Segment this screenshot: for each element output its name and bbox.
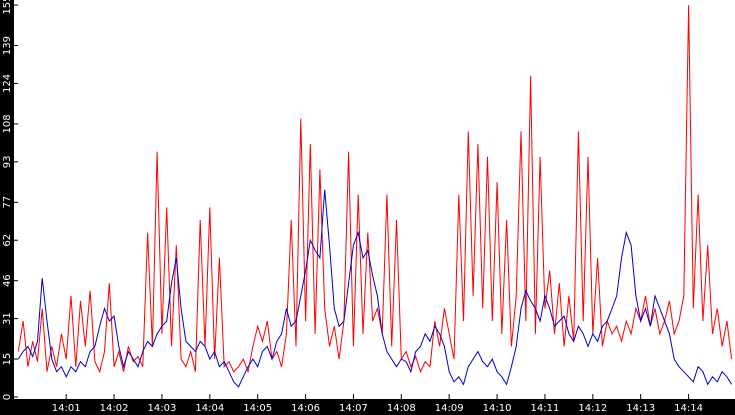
y-tick-label: 62: [2, 234, 13, 247]
y-tick-label: 77: [2, 196, 13, 209]
plot-area: [14, 0, 735, 399]
y-tick-label: 124: [2, 74, 13, 93]
x-tick-label: 14:13: [626, 403, 655, 414]
x-tick-label: 14:08: [387, 403, 416, 414]
x-tick-label: 14:01: [52, 403, 81, 414]
x-tick-label: 14:10: [483, 403, 512, 414]
x-tick-label: 14:05: [243, 403, 272, 414]
y-tick-label: 46: [2, 274, 13, 287]
x-tick-label: 14:11: [531, 403, 560, 414]
y-tick-label: 108: [2, 114, 13, 133]
x-tick-label: 14:12: [578, 403, 607, 414]
y-tick-label: 0: [2, 394, 13, 400]
series-line: [17, 189, 733, 388]
x-tick-label: 14:06: [291, 403, 320, 414]
x-tick-label: 14:04: [195, 403, 224, 414]
x-tick-label: 14:14: [674, 403, 703, 414]
y-tick-label: 155: [2, 0, 13, 15]
series-line: [17, 5, 733, 374]
y-tick-label: 15: [2, 353, 13, 366]
y-tick-label: 139: [2, 36, 13, 55]
x-tick-label: 14:02: [100, 403, 129, 414]
x-tick-label: 14:07: [339, 403, 368, 414]
y-tick-label: 93: [2, 155, 13, 168]
x-tick-label: 14:03: [148, 403, 177, 414]
y-tick-label: 31: [2, 312, 13, 325]
x-tick-label: 14:09: [435, 403, 464, 414]
